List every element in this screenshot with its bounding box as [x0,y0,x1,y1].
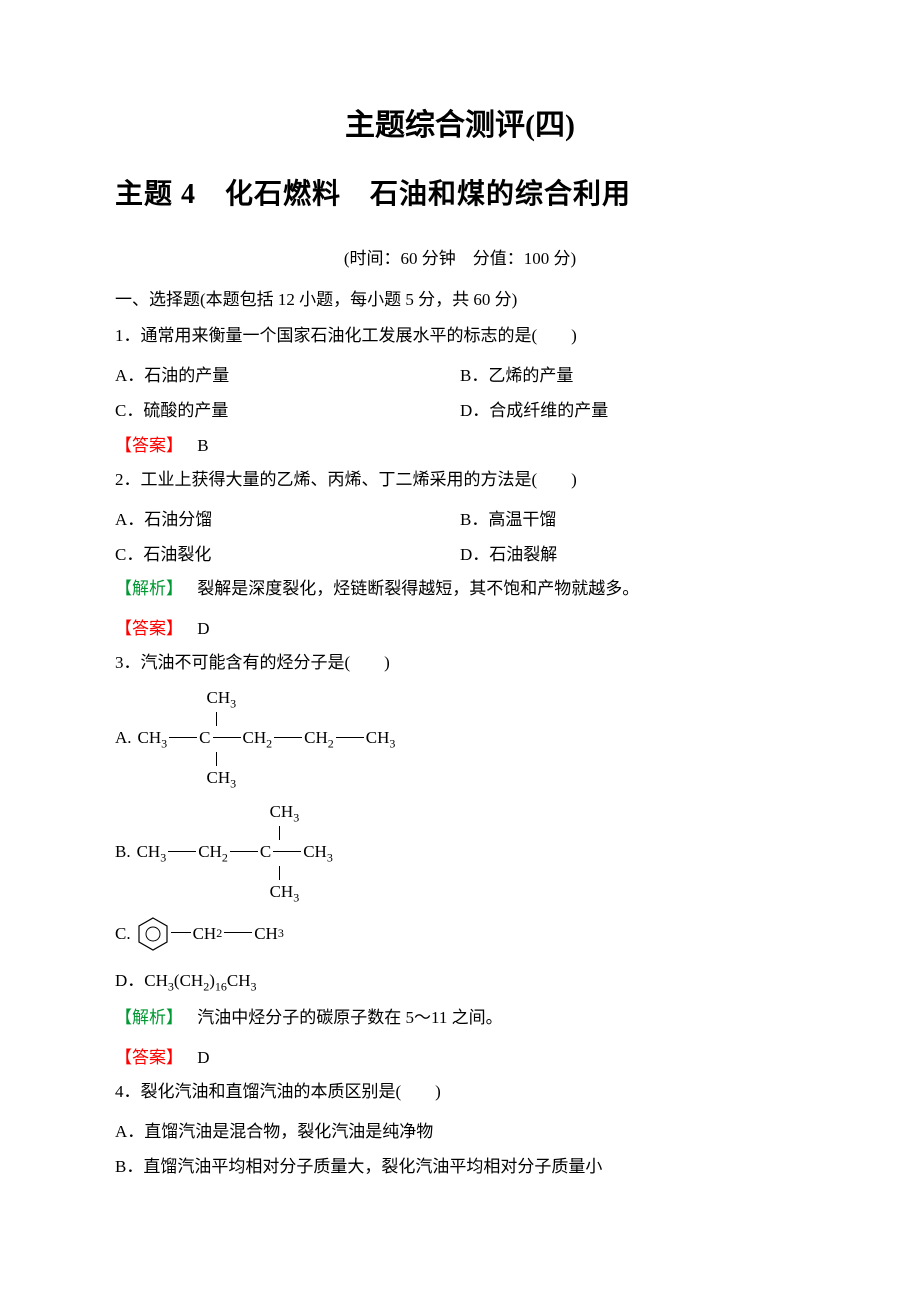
q3-optC-struct: CH2CH3 [137,916,284,952]
title-sub: 主题 4 化石燃料 石油和煤的综合利用 [115,172,805,212]
q1-options-row2: C．硫酸的产量 D．合成纤维的产量 [115,396,805,421]
q3-optA-struct: CH3 CH3CCH2CH2CH3 CH3 [138,688,396,788]
q3-optC-label: C. [115,924,131,944]
q2-options-row2: C．石油裂化 D．石油裂解 [115,540,805,565]
q2-optC: C．石油裂化 [115,540,460,565]
q1-optA: A．石油的产量 [115,361,460,386]
q3-optA-label: A. [115,728,132,748]
answer-label: 【答案】 [115,619,183,638]
analysis-value: 裂解是深度裂化，烃链断裂得越短，其不饱和产物就越多。 [197,579,639,598]
answer-value: D [197,619,209,638]
q1-optC: C．硫酸的产量 [115,396,460,421]
analysis-label: 【解析】 [115,1008,183,1027]
title-main: 主题综合测评(四) [115,100,805,144]
q4-text: 4．裂化汽油和直馏汽油的本质区别是( ) [115,1078,805,1107]
q3-optC: C. CH2CH3 [115,916,805,952]
q4-optB: B．直馏汽油平均相对分子质量大，裂化汽油平均相对分子质量小 [115,1152,805,1177]
q2-optB: B．高温干馏 [460,505,805,530]
q3-analysis: 【解析】 汽油中烃分子的碳原子数在 5～11 之间。 [115,1004,805,1033]
q2-options-row1: A．石油分馏 B．高温干馏 [115,505,805,530]
benzene-icon [137,916,169,952]
q3-optB-struct: CH3 CH3CH2CCH3 CH3 [137,802,333,902]
q2-optA: A．石油分馏 [115,505,460,530]
analysis-value: 汽油中烃分子的碳原子数在 5～11 之间。 [197,1008,502,1027]
q3-text: 3．汽油不可能含有的烃分子是( ) [115,649,805,678]
q2-answer: 【答案】 D [115,614,805,639]
q1-text: 1．通常用来衡量一个国家石油化工发展水平的标志的是( ) [115,322,805,351]
answer-label: 【答案】 [115,1048,183,1067]
q2-analysis: 【解析】 裂解是深度裂化，烃链断裂得越短，其不饱和产物就越多。 [115,575,805,604]
section-heading: 一、选择题(本题包括 12 小题，每小题 5 分，共 60 分) [115,285,805,310]
q1-optD: D．合成纤维的产量 [460,396,805,421]
meta-line: (时间：60 分钟 分值：100 分) [115,244,805,269]
q3-optD: D．CH3(CH2)16CH3 [115,966,805,994]
q3-optB-label: B. [115,842,131,862]
q4-optA: A．直馏汽油是混合物，裂化汽油是纯净物 [115,1117,805,1142]
q3-answer: 【答案】 D [115,1043,805,1068]
document-page: 主题综合测评(四) 主题 4 化石燃料 石油和煤的综合利用 (时间：60 分钟 … [0,0,920,1302]
answer-value: B [197,436,208,455]
q2-text: 2．工业上获得大量的乙烯、丙烯、丁二烯采用的方法是( ) [115,466,805,495]
q3-optB: B. CH3 CH3CH2CCH3 CH3 [115,802,805,902]
answer-value: D [197,1048,209,1067]
analysis-label: 【解析】 [115,579,183,598]
q2-optD: D．石油裂解 [460,540,805,565]
q1-options-row1: A．石油的产量 B．乙烯的产量 [115,361,805,386]
answer-label: 【答案】 [115,436,183,455]
q1-answer: 【答案】 B [115,431,805,456]
q1-optB: B．乙烯的产量 [460,361,805,386]
q3-optA: A. CH3 CH3CCH2CH2CH3 CH3 [115,688,805,788]
